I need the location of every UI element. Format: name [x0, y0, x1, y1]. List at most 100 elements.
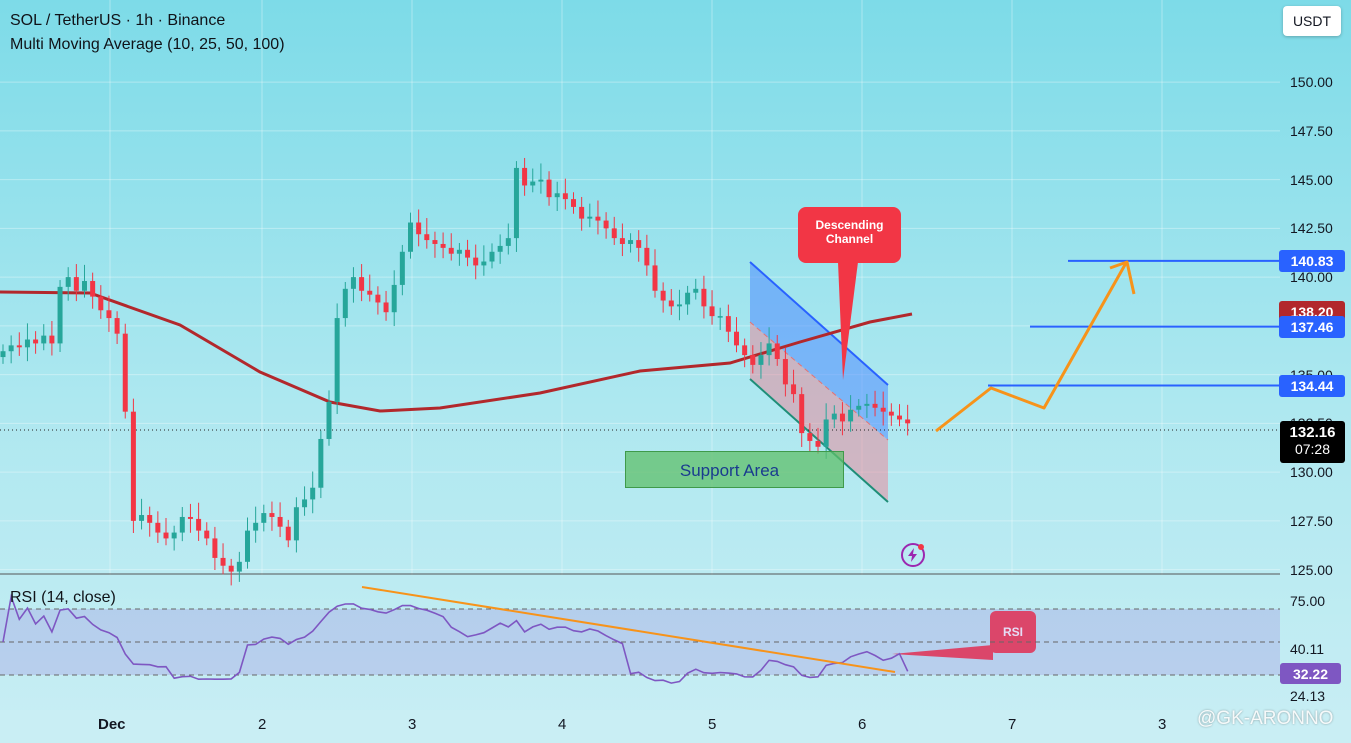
- candle-body: [8, 345, 14, 352]
- price-tick: 145.00: [1290, 171, 1333, 188]
- price-tick: 125.00: [1290, 561, 1333, 578]
- candle-body: [693, 288, 699, 293]
- candle-body: [236, 561, 242, 572]
- candle-body: [522, 167, 528, 186]
- candle-body: [562, 193, 568, 200]
- candle-body: [318, 438, 324, 488]
- time-label: 2: [258, 716, 267, 733]
- currency-button[interactable]: USDT: [1283, 6, 1341, 36]
- rsi-callout: RSI: [990, 611, 1036, 653]
- candle-body: [367, 290, 373, 295]
- candle-body: [888, 411, 894, 416]
- candle-body: [644, 247, 650, 266]
- rsi-pane[interactable]: RSI (14, close): [0, 575, 1280, 710]
- candle-body: [212, 538, 218, 558]
- rsi-current-value: 32.22: [1280, 663, 1341, 684]
- support-area-box[interactable]: [625, 451, 844, 488]
- price-level-label: 137.46: [1279, 315, 1345, 338]
- rsi-title: RSI (14, close): [10, 589, 116, 606]
- candle-body: [758, 355, 764, 365]
- candle-body: [448, 247, 454, 254]
- rsi-chart: [0, 586, 1280, 684]
- rsi-axis[interactable]: 75.00 40.11 32.22 24.13: [1280, 575, 1351, 710]
- candle-body: [24, 339, 30, 348]
- candle-body: [220, 557, 226, 566]
- candle-body: [497, 245, 503, 252]
- candle-body: [285, 526, 291, 541]
- candle-body: [16, 345, 22, 348]
- candle-body: [0, 351, 6, 358]
- projection-arrowhead: [1109, 260, 1136, 295]
- candle-body: [269, 513, 275, 517]
- candle-body: [799, 394, 805, 434]
- candle-body: [774, 343, 780, 360]
- candle-body: [114, 318, 120, 334]
- channel-upper-zone: [750, 262, 888, 440]
- candle-body: [807, 433, 813, 441]
- candle-body: [310, 487, 316, 500]
- candle-body: [432, 240, 438, 244]
- candle-body: [848, 409, 854, 422]
- candle-body: [73, 277, 79, 291]
- candle-body: [766, 343, 772, 356]
- candle-body: [383, 302, 389, 313]
- rsi-tick-75: 75.00: [1290, 593, 1326, 609]
- candle-body: [57, 286, 63, 344]
- candle-body: [676, 304, 682, 307]
- candle-body: [326, 401, 332, 439]
- indicator-title: Multi Moving Average (10, 25, 50, 100): [10, 36, 285, 53]
- candle-body: [685, 292, 691, 305]
- candle-body: [33, 339, 39, 344]
- candle-body: [196, 518, 202, 531]
- candle-body: [905, 419, 911, 424]
- candle-body: [782, 359, 788, 385]
- lightning-icon[interactable]: [900, 542, 926, 568]
- candle-body: [489, 251, 495, 262]
- candle-body: [603, 220, 609, 229]
- candle-body: [408, 222, 413, 252]
- candle-body: [228, 565, 234, 572]
- price-level-label: 140.83: [1279, 249, 1345, 272]
- support-area-label: Support Area: [679, 461, 780, 480]
- candle-body: [130, 411, 136, 521]
- candle-body: [709, 306, 715, 317]
- price-axis[interactable]: USDT 150.00147.50145.00142.50140.00135.0…: [1280, 0, 1351, 710]
- channel-callout-text: Descending Channel: [815, 218, 884, 246]
- candle-body: [293, 507, 299, 541]
- price-level-label: 134.44: [1279, 374, 1345, 397]
- time-label: 7: [1008, 716, 1017, 733]
- time-axis[interactable]: Dec 2 3 4 5 6 7 3: [0, 710, 1351, 743]
- candle-body: [668, 300, 674, 307]
- candle-body: [481, 261, 487, 266]
- candle-body: [856, 405, 862, 410]
- candle-body: [554, 193, 560, 198]
- time-label: 4: [558, 716, 567, 733]
- candle-body: [897, 415, 902, 420]
- price-tick: 127.50: [1290, 512, 1333, 529]
- candle-body: [98, 296, 104, 311]
- candle-body: [82, 281, 87, 291]
- candle-body: [750, 355, 756, 365]
- candle-body: [628, 240, 634, 244]
- candle-body: [342, 288, 348, 319]
- candle-body: [179, 516, 185, 533]
- projection-path: [935, 262, 1128, 433]
- channel-bottom-line: [749, 378, 889, 503]
- price-chart[interactable]: [0, 0, 1280, 743]
- time-label: 5: [708, 716, 717, 733]
- candle-body: [473, 257, 479, 266]
- candle-body: [636, 240, 642, 248]
- candle-body: [815, 440, 821, 447]
- time-label: 3: [1158, 716, 1167, 733]
- candle-body: [791, 384, 797, 395]
- candle-body: [416, 222, 422, 235]
- candle-body: [253, 522, 259, 531]
- candle-body: [619, 238, 625, 244]
- candle-body: [465, 249, 471, 258]
- price-tick: 147.50: [1290, 122, 1333, 139]
- candle-body: [587, 216, 593, 219]
- candle-body: [424, 234, 430, 241]
- channel-callout: [798, 207, 901, 263]
- candle-body: [660, 290, 666, 301]
- candle-body: [391, 284, 397, 313]
